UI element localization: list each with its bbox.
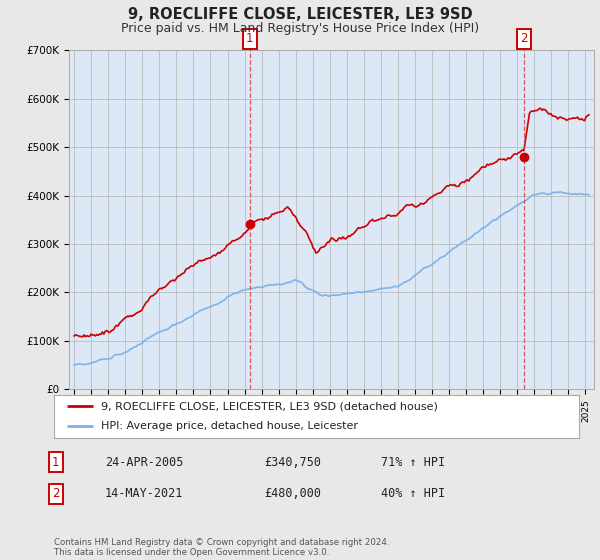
Text: 40% ↑ HPI: 40% ↑ HPI (381, 487, 445, 501)
Text: £480,000: £480,000 (264, 487, 321, 501)
Text: HPI: Average price, detached house, Leicester: HPI: Average price, detached house, Leic… (101, 421, 358, 431)
Text: 1: 1 (246, 32, 253, 45)
Text: 9, ROECLIFFE CLOSE, LEICESTER, LE3 9SD (detached house): 9, ROECLIFFE CLOSE, LEICESTER, LE3 9SD (… (101, 402, 438, 412)
Text: 2: 2 (520, 32, 527, 45)
Text: Contains HM Land Registry data © Crown copyright and database right 2024.
This d: Contains HM Land Registry data © Crown c… (54, 538, 389, 557)
Text: 14-MAY-2021: 14-MAY-2021 (105, 487, 184, 501)
Text: 1: 1 (52, 455, 59, 469)
Text: 24-APR-2005: 24-APR-2005 (105, 455, 184, 469)
Text: 71% ↑ HPI: 71% ↑ HPI (381, 455, 445, 469)
Text: Price paid vs. HM Land Registry's House Price Index (HPI): Price paid vs. HM Land Registry's House … (121, 22, 479, 35)
Text: 2: 2 (52, 487, 59, 501)
Text: 9, ROECLIFFE CLOSE, LEICESTER, LE3 9SD: 9, ROECLIFFE CLOSE, LEICESTER, LE3 9SD (128, 7, 472, 22)
Text: £340,750: £340,750 (264, 455, 321, 469)
